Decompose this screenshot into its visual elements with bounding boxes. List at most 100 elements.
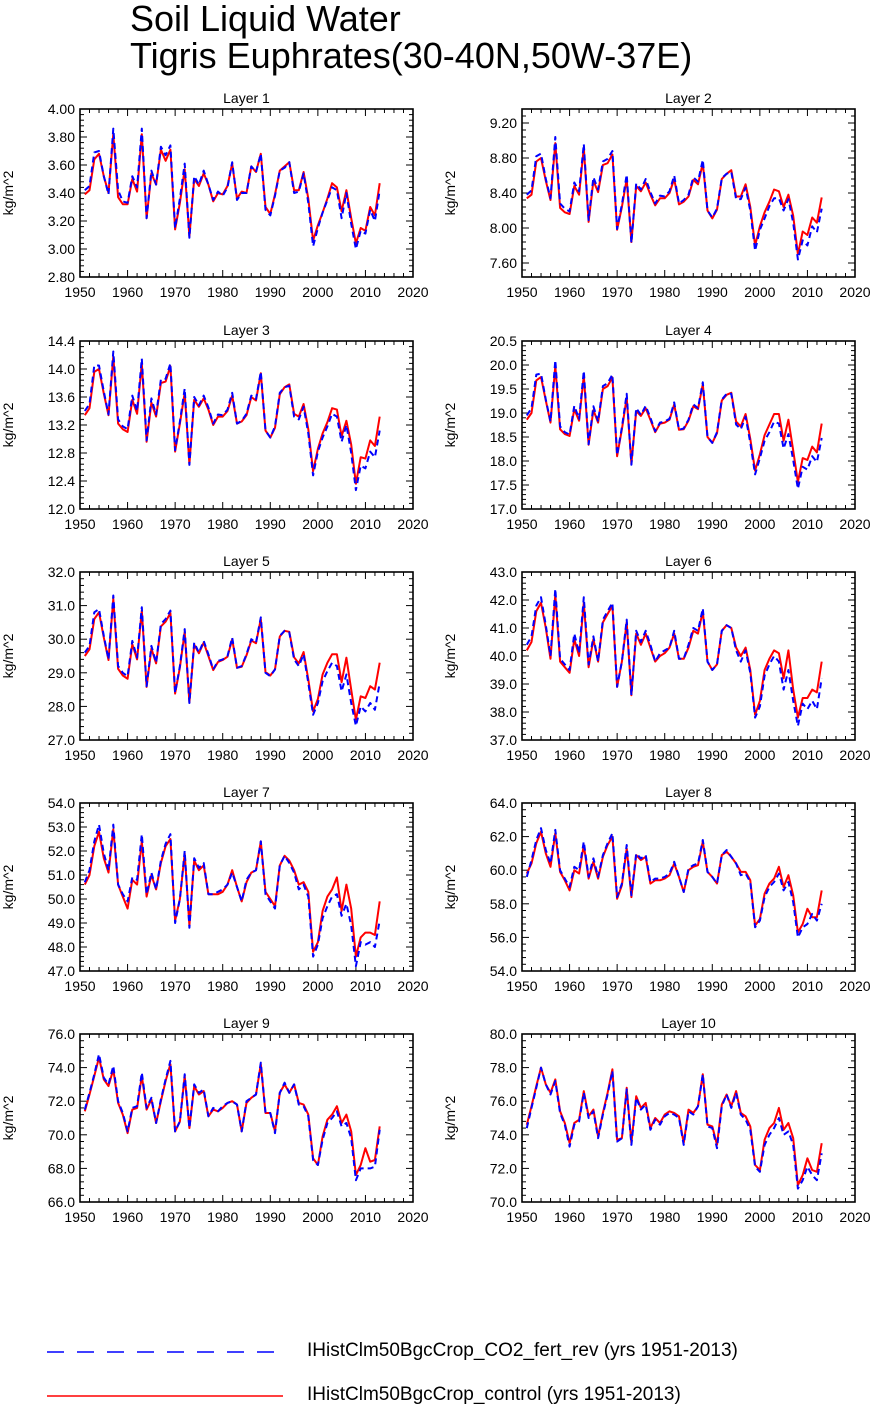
- y-tick-label: 53.0: [48, 819, 75, 835]
- plot-frame: [521, 1033, 856, 1203]
- x-tick-label: 1950: [64, 516, 95, 532]
- x-tick-label: 1990: [697, 978, 728, 994]
- x-tick-label: 1980: [207, 284, 238, 300]
- panel-title: Layer 3: [223, 322, 270, 338]
- chart-title: Soil Liquid Water: [130, 0, 401, 39]
- y-tick-label: 48.0: [48, 939, 75, 955]
- x-tick-label: 2010: [350, 747, 381, 763]
- panel-layer-7: Layer 7 1950 1960 1970 1980 1990 2000 2010 2020 4…: [0, 784, 429, 994]
- x-tick-label: 1980: [649, 747, 680, 763]
- x-tick-label: 1970: [160, 747, 191, 763]
- panel-title: Layer 6: [665, 553, 712, 569]
- x-tick-label: 1970: [602, 1209, 633, 1225]
- x-tick-label: 1950: [64, 747, 95, 763]
- x-tick-label: 1970: [160, 1209, 191, 1225]
- y-tick-label: 72.0: [490, 1160, 517, 1176]
- y-axis-label: kg/m^2: [0, 633, 16, 678]
- x-tick-label: 2010: [792, 516, 823, 532]
- x-tick-label: 2010: [350, 978, 381, 994]
- chart-subtitle: Tigris Euphrates(30-40N,50W-37E): [130, 35, 693, 76]
- x-tick-label: 1980: [649, 516, 680, 532]
- y-tick-label: 18.0: [490, 453, 517, 469]
- panel-title: Layer 9: [223, 1015, 270, 1031]
- panel-title: Layer 8: [665, 784, 712, 800]
- panel-title: Layer 10: [661, 1015, 716, 1031]
- y-tick-label: 49.0: [48, 915, 75, 931]
- x-tick-label: 1990: [255, 747, 286, 763]
- plot-frame: [79, 1033, 414, 1203]
- x-tick-label: 1960: [554, 516, 585, 532]
- series-line-co2-fert-rev: [525, 1066, 823, 1190]
- y-tick-label: 70.0: [48, 1127, 75, 1143]
- x-tick-label: 2000: [744, 747, 775, 763]
- x-tick-label: 2010: [350, 284, 381, 300]
- x-tick-label: 1950: [506, 978, 537, 994]
- y-tick-label: 54.0: [48, 795, 75, 811]
- y-tick-label: 8.00: [490, 220, 517, 236]
- y-tick-label: 54.0: [490, 963, 517, 979]
- y-tick-label: 20.5: [490, 333, 517, 349]
- panel-layer-10: Layer 10 1950 1960 1970 1980 1990 2000 2010 2020…: [442, 1015, 871, 1225]
- y-tick-label: 80.0: [490, 1026, 517, 1042]
- x-tick-label: 1960: [112, 747, 143, 763]
- x-tick-label: 1970: [602, 978, 633, 994]
- series-line-co2-fert-rev: [525, 359, 823, 490]
- x-tick-label: 2000: [302, 978, 333, 994]
- y-tick-label: 13.6: [48, 389, 75, 405]
- y-tick-label: 8.80: [490, 150, 517, 166]
- y-tick-label: 31.0: [48, 598, 75, 614]
- y-tick-label: 14.4: [48, 333, 75, 349]
- x-tick-label: 2010: [792, 1209, 823, 1225]
- x-tick-label: 1960: [554, 978, 585, 994]
- plot-frame: [79, 571, 414, 741]
- x-tick-label: 1950: [506, 1209, 537, 1225]
- series-line-control: [525, 593, 823, 719]
- x-tick-label: 1990: [255, 1209, 286, 1225]
- y-tick-label: 19.0: [490, 405, 517, 421]
- panel-title: Layer 4: [665, 322, 712, 338]
- x-tick-label: 2020: [397, 747, 428, 763]
- x-tick-label: 1980: [649, 1209, 680, 1225]
- x-tick-label: 2010: [350, 1209, 381, 1225]
- x-tick-label: 2020: [397, 284, 428, 300]
- y-tick-label: 50.0: [48, 891, 75, 907]
- x-tick-label: 1980: [207, 516, 238, 532]
- legend-label-control: IHistClm50BgcCrop_control (yrs 1951-2013…: [307, 1384, 681, 1405]
- series-line-co2-fert-rev: [83, 1053, 381, 1182]
- series-line-control: [525, 830, 823, 934]
- y-tick-label: 62.0: [490, 829, 517, 845]
- x-tick-label: 2010: [792, 747, 823, 763]
- x-tick-label: 1980: [207, 1209, 238, 1225]
- x-tick-label: 1980: [649, 978, 680, 994]
- y-axis-label: kg/m^2: [0, 170, 16, 215]
- panel-layer-2: Layer 2 1950 1960 1970 1980 1990 2000 2010 2020 7…: [442, 90, 871, 300]
- x-tick-label: 1970: [160, 516, 191, 532]
- series-line-control: [83, 1056, 381, 1177]
- x-tick-label: 2010: [792, 284, 823, 300]
- y-tick-label: 51.0: [48, 867, 75, 883]
- x-tick-label: 1980: [649, 284, 680, 300]
- panel-layer-8: Layer 8 1950 1960 1970 1980 1990 2000 2010 2020 5…: [442, 784, 871, 994]
- y-tick-label: 3.80: [48, 129, 75, 145]
- x-tick-label: 2000: [744, 1209, 775, 1225]
- plot-frame: [79, 802, 414, 972]
- x-tick-label: 2020: [397, 1209, 428, 1225]
- series-line-co2-fert-rev: [84, 127, 381, 250]
- x-tick-label: 1970: [602, 516, 633, 532]
- y-tick-label: 3.60: [48, 157, 75, 173]
- series-line-control: [83, 355, 381, 485]
- x-tick-label: 2000: [302, 1209, 333, 1225]
- y-tick-label: 12.0: [48, 501, 75, 517]
- y-tick-label: 30.0: [48, 631, 75, 647]
- y-tick-label: 20.0: [490, 357, 517, 373]
- y-tick-label: 39.0: [490, 676, 517, 692]
- y-tick-label: 76.0: [490, 1093, 517, 1109]
- x-tick-label: 1960: [112, 1209, 143, 1225]
- x-tick-label: 1950: [64, 284, 95, 300]
- legend-swatch-solid: [47, 1395, 283, 1397]
- y-tick-label: 70.0: [490, 1194, 517, 1210]
- y-tick-label: 28.0: [48, 698, 75, 714]
- x-tick-label: 2000: [302, 516, 333, 532]
- y-tick-label: 58.0: [490, 896, 517, 912]
